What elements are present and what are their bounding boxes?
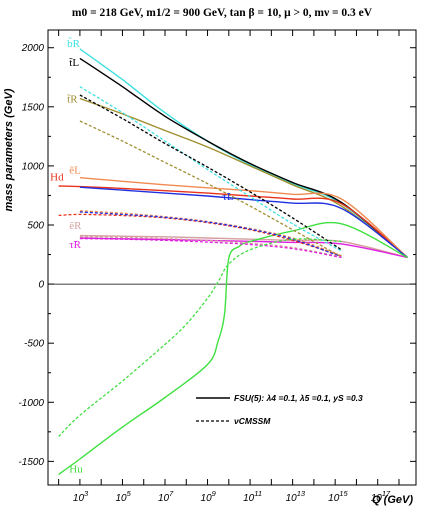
y-tick-label: 1500 <box>22 102 45 113</box>
y-tick-label: 1000 <box>22 161 45 172</box>
y-ticks: 2000 1500 1000 500 0 -500 -1000 -1500 <box>18 43 416 468</box>
y-tick-label: -500 <box>24 339 44 350</box>
x-tick-label: 107 <box>158 489 174 504</box>
x-tick-label: 1015 <box>328 489 348 504</box>
x-axis-label: Q (GeV) <box>372 494 413 506</box>
series-line-dashed <box>79 94 342 251</box>
x-ticks: 103 105 107 109 1011 1013 1015 1017 <box>58 30 400 504</box>
x-tick-label: 103 <box>73 489 89 504</box>
legend: FSU(5): λ4 =0.1, λ5 =0.1, yS =0.3 νCMSSM <box>196 393 363 426</box>
x-tick-label: 109 <box>201 489 217 504</box>
curve-label: τ̃L <box>222 191 233 203</box>
series-line-solid <box>58 221 408 475</box>
series-line-solid <box>79 57 408 259</box>
series-line-solid <box>79 48 408 259</box>
x-tick-label: 1013 <box>286 489 306 504</box>
y-axis-label: mass parameters (GeV) <box>3 88 15 211</box>
series-line-dashed <box>79 120 342 258</box>
curve-label: Hu <box>69 464 83 476</box>
curve-label: t̃R <box>67 94 78 106</box>
curve-label: t̃L <box>69 57 79 69</box>
x-tick-label: 105 <box>115 489 131 504</box>
curve-label: Hd <box>50 172 64 184</box>
series-line-solid <box>79 177 408 259</box>
y-tick-label: -1000 <box>18 398 44 409</box>
series-line-dashed <box>79 211 342 258</box>
series-line-dashed <box>79 237 342 259</box>
series-line-dashed <box>58 238 342 437</box>
chart-title: m0 = 218 GeV, m1/2 = 900 GeV, tan β = 10… <box>72 7 373 19</box>
series-line-dashed <box>79 86 342 252</box>
curve-label: ẽR <box>69 220 82 232</box>
curve-label: b̃R <box>67 37 81 51</box>
series-line-dashed <box>79 236 342 258</box>
plot-frame <box>47 29 417 486</box>
series-line-solid <box>58 185 408 259</box>
curve-label: ẽL <box>69 165 81 177</box>
x-tick-label: 1017 <box>371 489 391 504</box>
series-group <box>58 48 408 475</box>
y-tick-label: -1500 <box>18 457 44 468</box>
curve-label: τ̃R <box>69 239 81 251</box>
y-tick-label: 2000 <box>21 43 45 54</box>
x-tick-label: 1011 <box>243 489 262 504</box>
series-line-solid <box>79 237 408 259</box>
y-tick-label: 0 <box>38 280 44 291</box>
series-line-dashed <box>79 210 342 257</box>
legend-label-fsu5: FSU(5): λ4 =0.1, λ5 =0.1, yS =0.3 <box>234 393 363 403</box>
legend-label-nucmssm: νCMSSM <box>234 416 271 426</box>
y-tick-label: 500 <box>27 221 44 232</box>
